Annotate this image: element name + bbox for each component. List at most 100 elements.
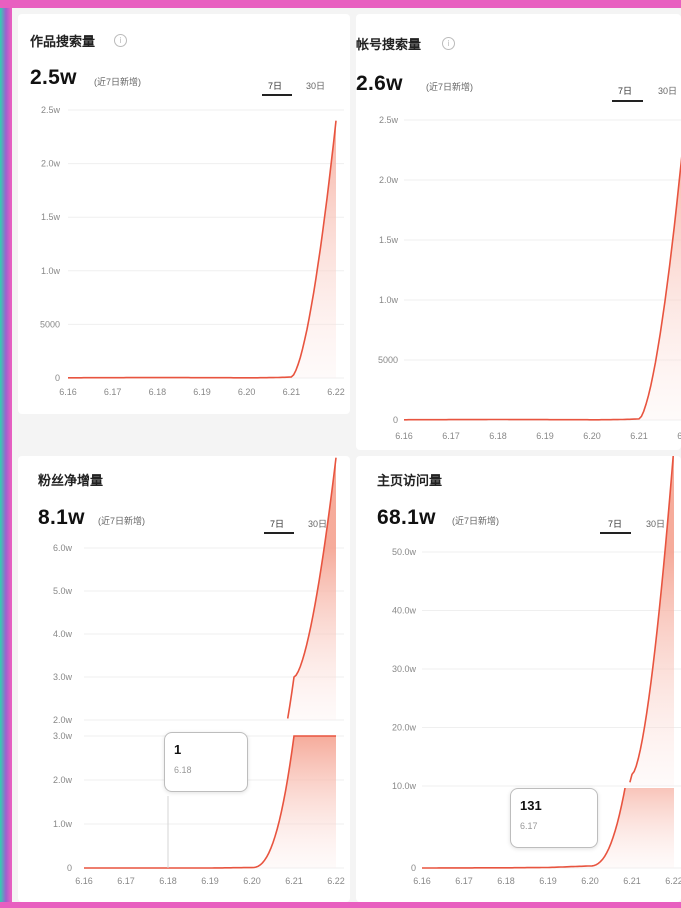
y-tick-label: 1.5w: [379, 235, 399, 245]
tab-active-underline: [264, 532, 294, 534]
x-tick-label: 6.19: [193, 387, 211, 397]
tooltip-date: 6.17: [520, 821, 538, 831]
tooltip-value: 131: [520, 798, 542, 813]
x-tick-label: 6.22: [665, 876, 681, 886]
x-tick-label: 6.20: [238, 387, 256, 397]
x-tick-label: 6.17: [104, 387, 122, 397]
x-tick-label: 6.18: [149, 387, 167, 397]
y-tick-label: 2.0w: [41, 159, 61, 169]
y-tick-label: 10.0w: [392, 781, 417, 791]
x-tick-label: 6.21: [283, 387, 301, 397]
tab-30d[interactable]: 30日: [306, 81, 326, 91]
background-stripe-bottom: [0, 902, 681, 908]
tab-active-underline: [262, 94, 292, 96]
y-tick-label: 3.0w: [53, 672, 73, 682]
series-line-upper: [286, 457, 337, 719]
y-tick-label: 1.5w: [41, 212, 61, 222]
y-tick-label: 6.0w: [53, 543, 73, 553]
tab-30d[interactable]: 30日: [658, 86, 678, 96]
tooltip-date: 6.18: [174, 765, 192, 775]
y-tick-label: 1.0w: [41, 266, 61, 276]
metric-subtitle: (近7日新增): [94, 77, 141, 87]
tooltip-value: 1: [174, 742, 182, 757]
tab-30d[interactable]: 30日: [308, 519, 328, 529]
x-tick-label: 6.19: [539, 876, 557, 886]
background-stripe-top: [0, 0, 681, 8]
x-tick-label: 6.22: [327, 876, 345, 886]
y-tick-label: 5.0w: [53, 586, 73, 596]
x-tick-label: 6.20: [581, 876, 599, 886]
chart: 0 5000 1.0w 1.5w 2.0w 2.5w 6.16 6.17 6.18 6.19 6.2…: [40, 105, 345, 397]
chart: 0 5000 1.0w 1.5w 2.0w 2.5w 6.16 6.17 6.18 6.19 6.2…: [378, 115, 681, 441]
y-tick-label: 20.0w: [392, 723, 417, 733]
chart-tooltip: 131 6.17: [510, 788, 598, 848]
x-tick-label: 6.21: [630, 431, 648, 441]
panel-work-search: 作品搜索量 i 2.5w (近7日新增) 7日 30日 0 5000 1.0w 1.5…: [18, 14, 350, 414]
y-tick-label: 0: [67, 863, 72, 873]
metric-subtitle: (近7日新增): [452, 516, 499, 526]
panel-title: 主页访问量: [377, 473, 443, 488]
metric-value: 68.1w: [377, 506, 436, 529]
tab-7d[interactable]: 7日: [618, 86, 633, 96]
x-tick-label: 6.18: [159, 876, 177, 886]
series-area: [68, 120, 336, 378]
y-tick-label: 3.0w: [53, 731, 73, 741]
y-tick-label: 2.0w: [53, 715, 73, 725]
panel-homepage-visits: 主页访问量 68.1w (近7日新增) 7日 30日 0 10.0w 6.16 6.1…: [356, 456, 681, 902]
series-area-upper: [287, 457, 336, 720]
series-area-upper: [629, 456, 674, 786]
upper-chart-bg: [356, 540, 681, 788]
tab-active-underline: [600, 532, 631, 534]
chart: 010.0w6.166.176.186.196.206.216.2210.0w2…: [356, 456, 681, 886]
y-tick-label: 4.0w: [53, 629, 73, 639]
info-icon[interactable]: i: [114, 34, 127, 47]
chart-tooltip: 1 6.18: [164, 732, 248, 792]
x-tick-label: 6.17: [455, 876, 473, 886]
panel-title: 帐号搜索量: [356, 37, 422, 52]
tab-active-underline: [612, 100, 643, 102]
y-tick-label: 0: [393, 415, 398, 425]
x-tick-label: 6.16: [395, 431, 413, 441]
chart: 0 1.0w 2.0w 3.0w 6.16 6.17 6.18 6.19 6.20 6.21 6.2…: [18, 457, 350, 886]
y-tick-label: 2.5w: [41, 105, 61, 115]
series-line: [68, 120, 337, 379]
x-tick-label: 6.16: [413, 876, 431, 886]
x-tick-label: 6.17: [117, 876, 135, 886]
x-tick-label: 6.16: [59, 387, 77, 397]
y-tick-label: 2.5w: [379, 115, 399, 125]
series-line-upper: [629, 456, 674, 783]
tab-7d[interactable]: 7日: [268, 81, 283, 91]
y-tick-label: 1.0w: [53, 819, 73, 829]
x-tick-label: 6.20: [243, 876, 261, 886]
tab-30d[interactable]: 30日: [646, 519, 666, 529]
tab-7d[interactable]: 7日: [608, 519, 623, 529]
y-tick-label: 1.0w: [379, 295, 399, 305]
metric-value: 2.5w: [30, 66, 77, 89]
y-tick-label: 0: [411, 863, 416, 873]
x-tick-label: 6.22: [677, 431, 681, 441]
x-tick-label: 6.19: [201, 876, 219, 886]
y-tick-label: 5000: [378, 355, 398, 365]
y-tick-label: 2.0w: [379, 175, 399, 185]
series-line: [404, 156, 681, 421]
y-tick-label: 0: [55, 373, 60, 383]
panel-follower-growth: 粉丝净增量 8.1w (近7日新增) 7日 30日 0 1.0w 2.0w 3.0w 6…: [18, 456, 350, 902]
y-tick-label: 40.0w: [392, 606, 417, 616]
x-tick-label: 6.21: [285, 876, 303, 886]
metric-subtitle: (近7日新增): [426, 82, 473, 92]
dashboard: 作品搜索量 i 2.5w (近7日新增) 7日 30日 0 5000 1.0w 1.5…: [12, 8, 681, 902]
x-tick-label: 6.21: [623, 876, 641, 886]
y-tick-label: 50.0w: [392, 547, 417, 557]
x-tick-label: 6.22: [327, 387, 345, 397]
info-icon[interactable]: i: [442, 37, 455, 50]
series-area: [84, 736, 336, 868]
tab-7d[interactable]: 7日: [270, 519, 285, 529]
metric-subtitle: (近7日新增): [98, 516, 145, 526]
y-tick-label: 5000: [40, 319, 60, 329]
x-tick-label: 6.20: [583, 431, 601, 441]
x-tick-label: 6.19: [536, 431, 554, 441]
panel-title: 作品搜索量: [30, 34, 96, 49]
metric-value: 8.1w: [38, 506, 85, 529]
series-line: [84, 735, 336, 869]
x-tick-label: 6.18: [489, 431, 507, 441]
